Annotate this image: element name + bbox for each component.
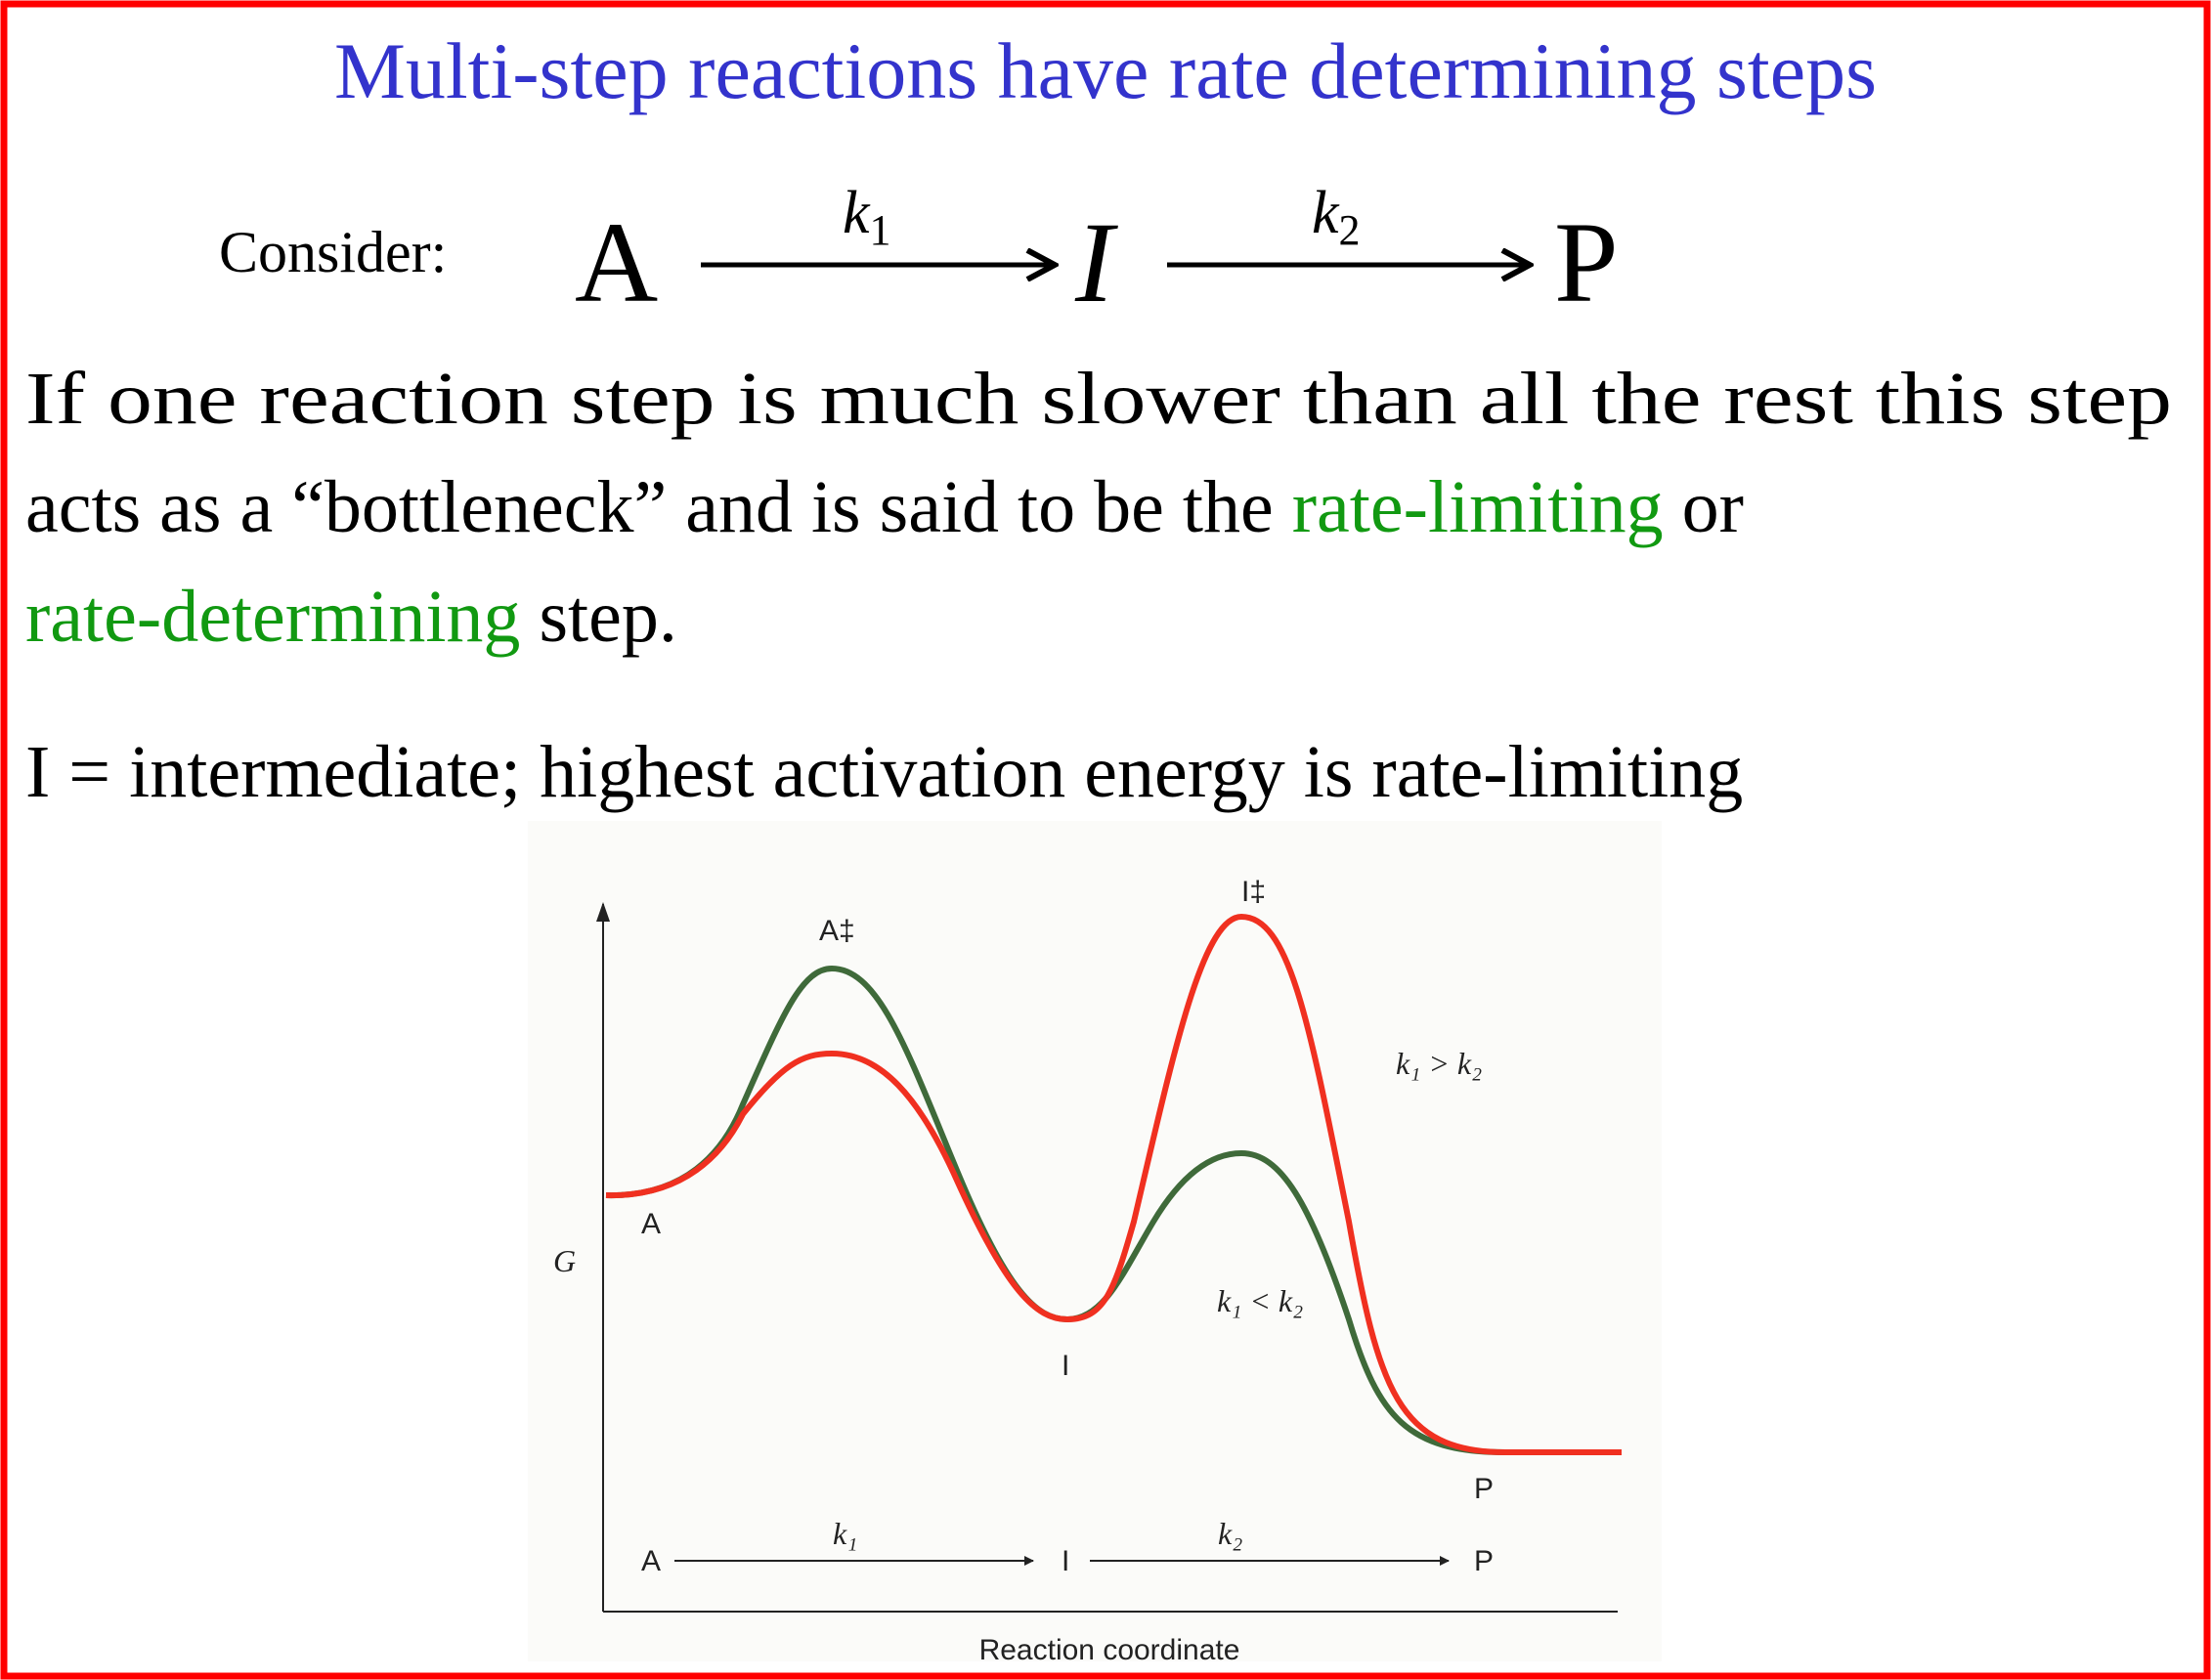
- scheme-i: I: [1062, 1545, 1069, 1577]
- reaction-equation: Consider: A k1 I k2 P: [219, 180, 1619, 326]
- equation-k1: k1: [843, 180, 891, 254]
- label-a-transition-state: A‡: [819, 915, 855, 947]
- slide-title: Multi-step reactions have rate determini…: [334, 26, 1877, 115]
- diagram-background: [528, 821, 1662, 1661]
- y-axis-label: G: [553, 1243, 576, 1278]
- equation-reactant: A: [575, 198, 658, 326]
- equation-k2: k2: [1312, 180, 1361, 254]
- energy-diagram: A I P A‡ I‡ Reaction coordinate A I P G …: [528, 821, 1662, 1666]
- label-a: A: [641, 1208, 661, 1240]
- curve-k1-greater-k2: [605, 913, 1622, 1455]
- paragraph-line-1: If one reaction step is much slower than…: [25, 358, 2172, 440]
- equation-product: P: [1554, 198, 1619, 326]
- scheme-k2: k₂: [1218, 1516, 1242, 1551]
- paragraph-line-3: rate-determining step.: [25, 576, 677, 658]
- scheme-k1: k₁: [833, 1516, 857, 1551]
- paragraph: If one reaction step is much slower than…: [25, 358, 2172, 813]
- label-i-transition-state: I‡: [1241, 876, 1266, 908]
- label-i: I: [1062, 1350, 1069, 1382]
- scheme-a: A: [641, 1545, 661, 1577]
- note-line: I = intermediate; highest activation ene…: [25, 731, 1743, 813]
- x-axis-label: Reaction coordinate: [979, 1634, 1240, 1666]
- scheme-p: P: [1474, 1545, 1494, 1577]
- label-k1-less-k2: k₁ < k₂: [1217, 1283, 1303, 1318]
- label-p: P: [1474, 1473, 1494, 1505]
- equation-intermediate: I: [1074, 198, 1118, 326]
- equation-prefix: Consider:: [219, 220, 447, 284]
- label-k1-greater-k2: k₁ > k₂: [1396, 1046, 1482, 1081]
- paragraph-line-2: acts as a “bottleneck” and is said to be…: [25, 466, 1744, 548]
